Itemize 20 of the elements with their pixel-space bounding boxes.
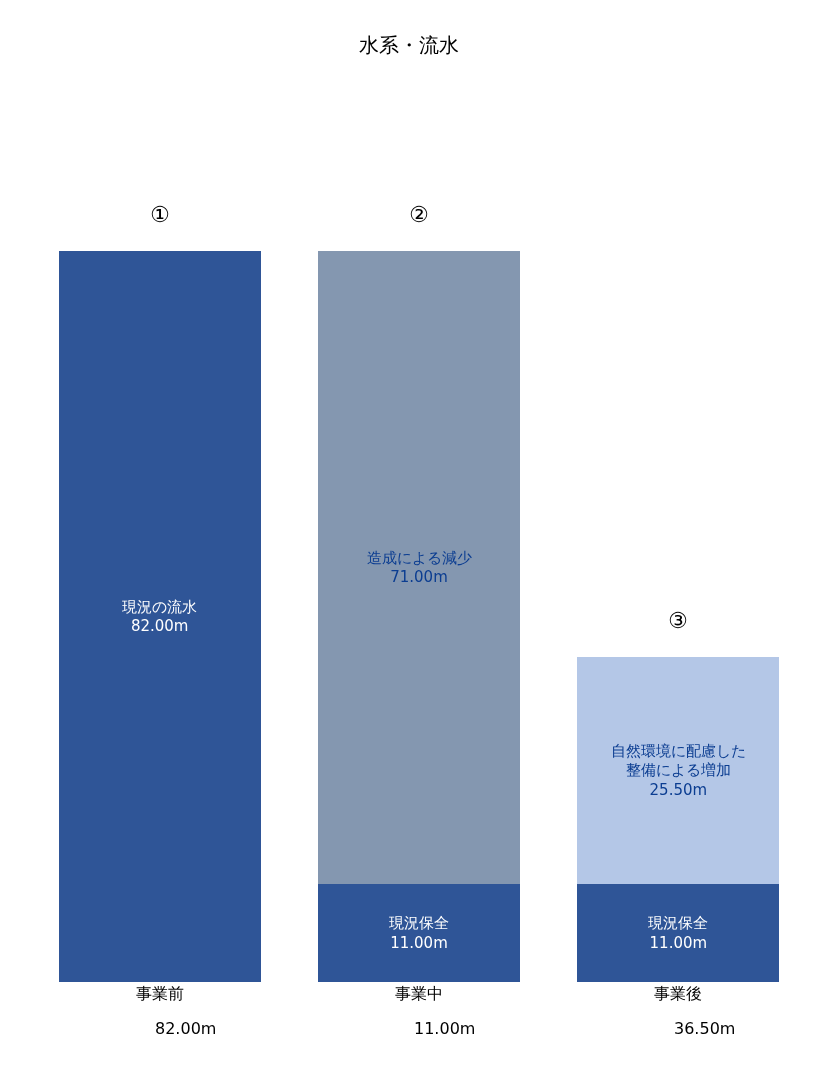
annotation: ③ [668,608,688,633]
chart-title: 水系・流水 [359,32,459,57]
data-label: 82.00m [130,617,189,636]
data-label: 11.00m [390,933,448,952]
text: 現況保全 [648,914,709,933]
data-label: 71.00m [390,568,448,587]
text: 36.50m [674,1019,736,1038]
series-label: 現況の流水 [122,597,198,616]
annotation: ② [409,202,429,227]
x-tick-label: 事業中 [395,984,443,1003]
x-tick-label: 事業後 [654,984,703,1003]
text: 82.00m [155,1019,217,1038]
annotation: ① [150,202,170,227]
series-label: 自然環境に配慮した整備による増加 [610,741,746,780]
data-label: 11.00m [649,933,708,952]
series-label: 現況保全 [389,914,449,933]
series-label: 造成による減少 [366,548,472,567]
x-tick-label: 事業前 [135,984,184,1003]
text: 11.00m [414,1019,476,1038]
data-label: 25.50m [649,780,708,799]
